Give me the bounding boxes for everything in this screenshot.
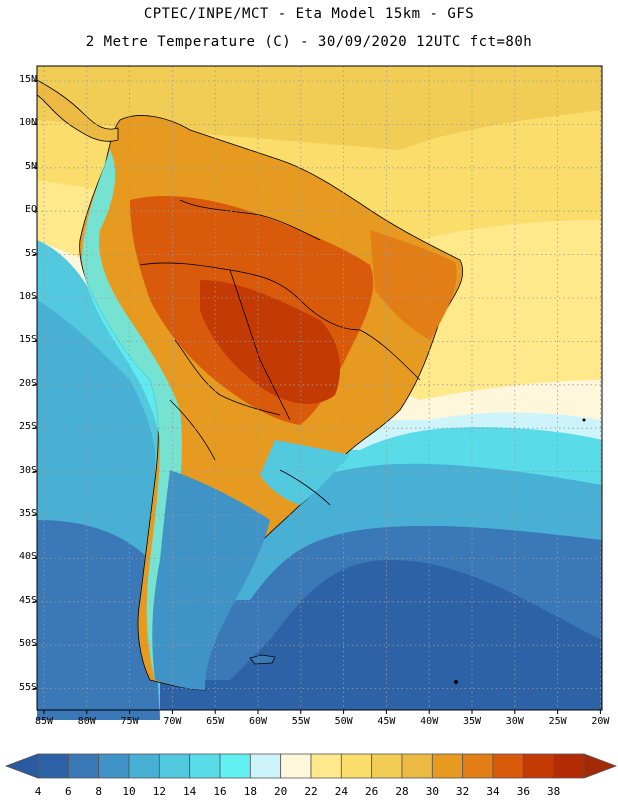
- colorbar-segment: [219, 753, 251, 779]
- longitude-label: 20W: [591, 716, 610, 727]
- colorbar-tick-label: 28: [395, 785, 409, 798]
- longitude-label: 55W: [291, 716, 310, 727]
- latitude-label: 45S: [18, 594, 37, 606]
- colorbar-segment: [340, 753, 373, 779]
- longitude-label: 65W: [206, 716, 225, 727]
- colorbar-segment: [371, 753, 403, 779]
- country-borders: [139, 199, 421, 506]
- longitude-label: 60W: [248, 716, 268, 727]
- colorbar-tick-label: 22: [304, 785, 318, 798]
- latitude-label: 5N: [24, 160, 37, 172]
- colorbar-tick-label: 12: [152, 785, 166, 798]
- map-frame: [36, 65, 603, 711]
- island-dot: [454, 680, 458, 684]
- latitude-label: 30S: [18, 464, 37, 476]
- andes-cool-strip: [82, 150, 182, 680]
- colorbar-segment: [492, 753, 524, 779]
- longitude-label: 80W: [77, 716, 96, 727]
- patagonia-cool: [152, 470, 270, 690]
- longitude-label: 75W: [120, 716, 139, 727]
- latitude-label: 10N: [18, 117, 37, 129]
- latitude-label: 25S: [18, 421, 37, 433]
- latitude-label: 20S: [18, 377, 37, 389]
- colorbar-tick-label: 26: [365, 785, 379, 798]
- southern-brazil-cool: [260, 440, 350, 505]
- longitude-label: 40W: [420, 716, 439, 727]
- colorbar-tick-label: 18: [243, 785, 257, 798]
- colorbar-tick-label: 4: [34, 785, 42, 798]
- latitude-label: 40S: [18, 551, 37, 563]
- longitude-label: 45W: [377, 716, 396, 727]
- colorbar-segment: [37, 753, 69, 779]
- colorbar-segment: [280, 753, 312, 779]
- central-america: [36, 79, 119, 142]
- latitude-label: 15N: [18, 74, 37, 85]
- longitude-label: 35W: [462, 716, 482, 727]
- hot-region-central: [200, 280, 340, 405]
- latitude-label: EQ: [24, 204, 37, 216]
- longitude-label: 25W: [548, 716, 567, 727]
- island-dot: [582, 418, 586, 422]
- warm-region-northeast: [370, 230, 457, 340]
- falkland-islands: [249, 654, 276, 665]
- colorbar-tick-label: 16: [213, 785, 227, 798]
- map-panel: [33, 65, 603, 720]
- colorbar-segment: [522, 753, 555, 779]
- colorbar-tick-label: 34: [486, 785, 500, 798]
- colorbar-tick-label: 14: [183, 785, 197, 798]
- chart-title-line-2: 2 Metre Temperature (C) - 30/09/2020 12U…: [85, 34, 533, 50]
- colorbar-tick-label: 20: [274, 785, 288, 798]
- latitude-label: 35S: [18, 508, 37, 519]
- colorbar-tick-label: 36: [516, 785, 530, 798]
- colorbar-segment: [462, 753, 494, 779]
- latitude-label: 5S: [24, 247, 37, 259]
- colorbar-segment: [189, 753, 221, 779]
- latitude-label: 15S: [18, 334, 37, 346]
- colorbar-high-arrow: [583, 753, 618, 779]
- colorbar-low-arrow: [4, 753, 39, 779]
- colorbar-segment: [310, 753, 342, 779]
- colorbar-segment: [553, 753, 585, 779]
- longitude-label: 70W: [163, 716, 182, 727]
- colorbar-tick-label: 30: [425, 785, 439, 798]
- colorbar-tick-label: 24: [334, 785, 348, 798]
- latitude-label: 10S: [18, 291, 37, 302]
- axis-ticks: [33, 80, 601, 714]
- colorbar-segment: [249, 753, 282, 779]
- colorbar-segment: [128, 753, 160, 779]
- colorbar-tick-label: 10: [122, 785, 136, 798]
- colorbar-segment: [98, 753, 130, 779]
- colorbar-segment: [401, 753, 433, 779]
- longitude-label: 85W: [34, 716, 54, 727]
- latitude-label: 55S: [18, 681, 37, 693]
- colorbar-tick-label: 32: [456, 785, 470, 798]
- longitude-label: 30W: [505, 716, 524, 727]
- colorbar-segment: [431, 753, 464, 779]
- colorbar-tick-label: 38: [547, 785, 561, 798]
- colorbar-segment: [67, 753, 100, 779]
- colorbar: [4, 753, 618, 779]
- colorbar-tick-label: 6: [65, 785, 72, 798]
- longitude-label: 50W: [334, 716, 353, 727]
- colorbar-segment: [158, 753, 191, 779]
- graticule: [37, 66, 602, 710]
- colorbar-tick-label: 8: [95, 785, 102, 798]
- latitude-label: 50S: [18, 638, 37, 650]
- chart-title-line-1: CPTEC/INPE/MCT - Eta Model 15km - GFS: [143, 6, 475, 22]
